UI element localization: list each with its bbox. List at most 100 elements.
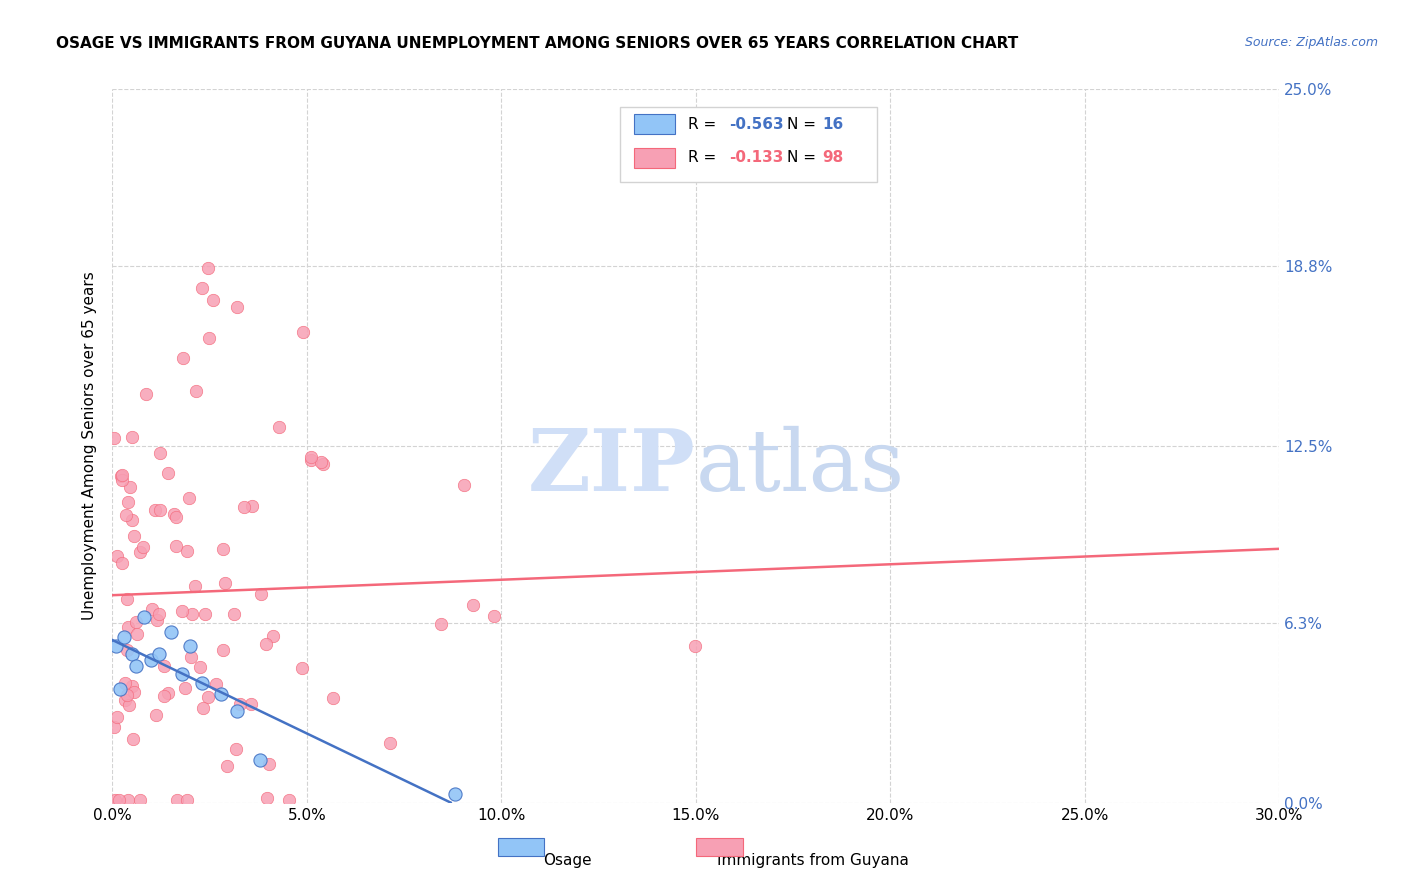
Point: [105, 549, 128, 563]
Point: [117, 688, 139, 702]
Point: [278, 793, 301, 807]
Point: [262, 629, 284, 643]
Point: [141, 602, 163, 616]
Point: [194, 607, 217, 621]
Point: [111, 557, 134, 571]
Point: [267, 420, 290, 434]
Text: ZIP: ZIP: [529, 425, 696, 509]
FancyBboxPatch shape: [634, 148, 675, 168]
Text: OSAGE VS IMMIGRANTS FROM GUYANA UNEMPLOYMENT AMONG SENIORS OVER 65 YEARS CORRELA: OSAGE VS IMMIGRANTS FROM GUYANA UNEMPLOY…: [56, 36, 1018, 51]
Point: [184, 384, 207, 398]
Point: [149, 446, 172, 460]
Text: atlas: atlas: [696, 425, 905, 509]
Point: [110, 473, 132, 487]
Point: [172, 351, 194, 366]
Point: [482, 609, 505, 624]
Point: [197, 690, 219, 705]
Point: [378, 736, 401, 750]
Text: Immigrants from Guyana: Immigrants from Guyana: [717, 853, 908, 868]
Point: [250, 587, 273, 601]
Point: [176, 543, 198, 558]
Point: [191, 701, 214, 715]
Point: [104, 793, 127, 807]
Point: [226, 705, 249, 719]
Point: [257, 757, 280, 772]
Point: [166, 793, 188, 807]
Text: R =: R =: [688, 117, 721, 132]
Point: [103, 431, 125, 445]
Point: [197, 331, 219, 345]
Point: [114, 692, 136, 706]
Point: [152, 690, 174, 704]
Point: [112, 630, 135, 644]
Point: [148, 607, 170, 621]
Point: [191, 281, 214, 295]
FancyBboxPatch shape: [696, 838, 742, 856]
Point: [170, 604, 193, 618]
Point: [129, 545, 152, 559]
Point: [211, 643, 233, 657]
Text: N =: N =: [787, 150, 821, 165]
Point: [145, 708, 167, 723]
Point: [132, 610, 155, 624]
Point: [197, 260, 219, 275]
Point: [188, 660, 211, 674]
Point: [240, 499, 263, 513]
Point: [180, 607, 202, 622]
FancyBboxPatch shape: [634, 114, 675, 134]
Point: [461, 598, 484, 612]
Text: Source: ZipAtlas.com: Source: ZipAtlas.com: [1244, 36, 1378, 49]
Point: [114, 508, 136, 522]
Point: [111, 468, 134, 483]
Point: [180, 649, 202, 664]
FancyBboxPatch shape: [498, 838, 544, 856]
Point: [291, 325, 314, 339]
Point: [453, 477, 475, 491]
Point: [173, 681, 195, 695]
Point: [114, 676, 136, 690]
Point: [117, 620, 139, 634]
Point: [117, 643, 139, 657]
Text: -0.563: -0.563: [728, 117, 783, 132]
Point: [105, 639, 128, 653]
Point: [179, 639, 201, 653]
Point: [148, 648, 170, 662]
Point: [152, 659, 174, 673]
Text: 16: 16: [823, 117, 844, 132]
Point: [121, 513, 143, 527]
Point: [146, 614, 169, 628]
Point: [322, 690, 344, 705]
Point: [117, 494, 139, 508]
Point: [157, 686, 180, 700]
Point: [228, 698, 250, 712]
Point: [141, 653, 163, 667]
Point: [172, 667, 194, 681]
Point: [254, 636, 277, 650]
Text: 98: 98: [823, 150, 844, 165]
Point: [209, 687, 232, 701]
Point: [256, 790, 278, 805]
Point: [202, 293, 225, 308]
Point: [125, 615, 148, 629]
Point: [121, 648, 143, 662]
FancyBboxPatch shape: [620, 107, 877, 182]
Point: [204, 677, 226, 691]
Point: [125, 658, 148, 673]
Point: [683, 639, 706, 653]
Point: [118, 698, 141, 712]
Point: [212, 541, 235, 556]
Point: [312, 457, 335, 471]
Point: [132, 540, 155, 554]
Point: [299, 453, 322, 467]
Point: [299, 450, 322, 465]
Point: [121, 679, 143, 693]
Point: [165, 539, 187, 553]
Point: [163, 508, 186, 522]
Y-axis label: Unemployment Among Seniors over 65 years: Unemployment Among Seniors over 65 years: [82, 272, 97, 620]
Point: [103, 720, 125, 734]
Point: [135, 386, 157, 401]
Point: [222, 607, 245, 621]
Point: [160, 624, 183, 639]
Point: [430, 616, 453, 631]
Point: [232, 500, 254, 514]
